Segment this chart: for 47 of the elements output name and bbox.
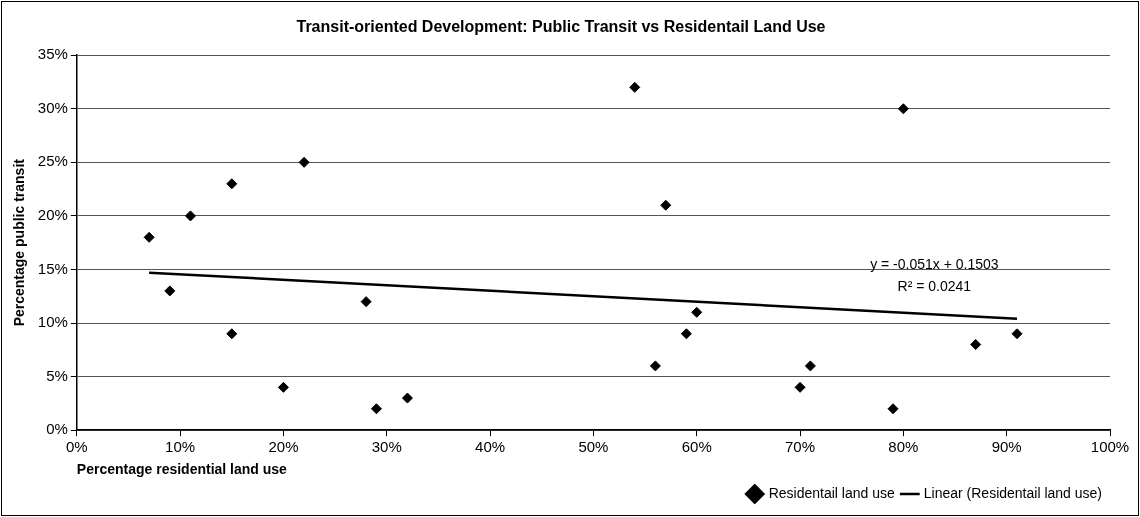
point — [1011, 328, 1023, 340]
legend-label: Linear (Residentail land use) — [923, 484, 1103, 501]
y-tick-label: 20% — [37, 206, 68, 224]
point — [970, 338, 982, 350]
point — [401, 392, 413, 404]
point — [887, 403, 899, 415]
x-tick-label: 80% — [888, 438, 919, 456]
x-tick-label: 10% — [165, 438, 196, 456]
chart-title: Transit-oriented Development: Public Transit vs Residentail Land Use — [296, 18, 826, 36]
point — [370, 403, 382, 415]
x-tick-label: 100% — [1090, 438, 1130, 456]
y-tick-label: 15% — [37, 259, 68, 277]
x-tick-label: 20% — [268, 438, 299, 456]
y-tick-label: 5% — [46, 366, 68, 384]
point — [691, 306, 703, 318]
point — [360, 296, 372, 308]
y-axis-title: Percentage public transit — [11, 158, 28, 327]
x-tick-label: 0% — [65, 438, 88, 456]
point — [660, 199, 672, 211]
y-tick-label: 35% — [37, 45, 68, 63]
y-tick-label: 10% — [37, 313, 68, 331]
point — [277, 381, 289, 393]
x-tick-label: 50% — [578, 438, 609, 456]
y-tick-label: 0% — [46, 420, 68, 438]
annotation: R² = 0.0241 — [897, 278, 972, 295]
annotation: y = -0.051x + 0.1503 — [870, 256, 999, 273]
point — [226, 328, 238, 340]
point — [649, 360, 661, 372]
point — [143, 231, 155, 243]
point — [680, 328, 692, 340]
x-tick-label: 40% — [475, 438, 506, 456]
point — [226, 178, 238, 190]
legend-label: Residentail land use — [768, 484, 895, 501]
x-axis-title: Percentage residential land use — [76, 461, 288, 478]
point — [629, 81, 641, 93]
point — [804, 360, 816, 372]
x-tick-label: 70% — [785, 438, 816, 456]
y-tick-label: 25% — [37, 152, 68, 170]
point — [794, 381, 806, 393]
y-tick-label: 30% — [37, 98, 68, 116]
x-tick-label: 30% — [371, 438, 402, 456]
x-tick-label: 60% — [681, 438, 712, 456]
point — [298, 156, 310, 168]
x-tick-label: 90% — [991, 438, 1022, 456]
point — [184, 210, 196, 222]
point — [164, 285, 176, 297]
point — [897, 103, 909, 115]
